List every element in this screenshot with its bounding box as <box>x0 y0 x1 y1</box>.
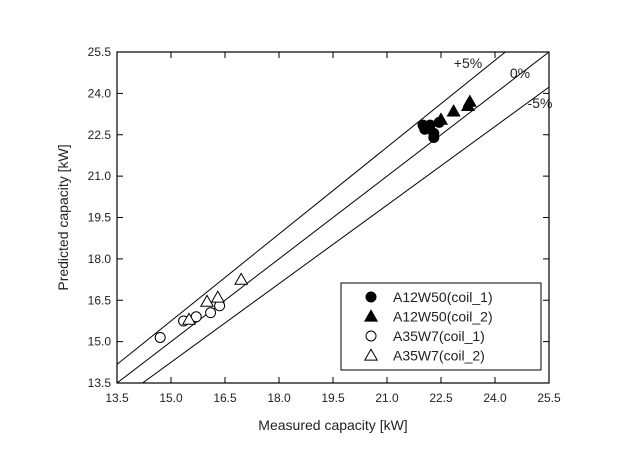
reference-line-label: -5% <box>528 95 553 111</box>
x-tick-label: 25.5 <box>537 391 561 405</box>
data-point <box>205 307 217 319</box>
legend-marker <box>363 348 379 361</box>
y-axis-title: Predicted capacity [kW] <box>55 144 71 290</box>
legend-label: A12W50(coil_1) <box>393 289 493 305</box>
data-point <box>199 294 215 307</box>
reference-lines <box>117 52 549 383</box>
series-1 <box>417 116 445 144</box>
x-tick-label: 16.5 <box>213 391 237 405</box>
legend-label: A35W7(coil_1) <box>393 328 485 344</box>
x-tick-label: 21.0 <box>375 391 399 405</box>
legend-label: A35W7(coil_2) <box>393 348 485 364</box>
data-point <box>446 104 461 117</box>
x-tick-label: 19.5 <box>321 391 345 405</box>
reference-line <box>117 52 549 383</box>
data-point <box>433 112 449 125</box>
y-tick-label: 15.0 <box>88 335 112 349</box>
y-tick-label: 13.5 <box>88 376 112 390</box>
y-tick-label: 22.5 <box>88 128 112 142</box>
data-point <box>234 272 249 285</box>
y-tick-label: 24.0 <box>88 86 112 100</box>
legend-marker <box>365 330 377 342</box>
y-tick-label: 21.0 <box>88 169 112 183</box>
y-tick-label: 25.5 <box>88 45 112 59</box>
series-4 <box>181 272 249 325</box>
data-point <box>210 290 225 303</box>
data-point <box>428 127 440 139</box>
legend-marker <box>365 291 377 303</box>
x-tick-label: 18.0 <box>267 391 291 405</box>
data-point <box>154 331 166 343</box>
x-tick-label: 22.5 <box>429 391 453 405</box>
y-tick-label: 19.5 <box>88 211 112 225</box>
reference-line-label: 0% <box>510 65 530 81</box>
reference-line <box>141 86 549 383</box>
legend: A12W50(coil_1) A12W50(coil_2) A35W7(coil_1… <box>340 282 542 371</box>
x-axis-title: Measured capacity [kW] <box>258 417 407 433</box>
legend-label: A12W50(coil_2) <box>393 309 493 325</box>
y-tick-label: 18.0 <box>88 252 112 266</box>
x-tick-label: 15.0 <box>159 391 183 405</box>
x-tick-label: 13.5 <box>105 391 129 405</box>
legend-marker <box>363 309 379 322</box>
series-3 <box>154 300 226 343</box>
y-tick-label: 16.5 <box>88 293 112 307</box>
series-2 <box>433 94 477 125</box>
reference-line-label: +5% <box>454 55 482 71</box>
data-point <box>462 94 477 107</box>
reference-line <box>117 52 507 365</box>
data-point <box>181 312 197 325</box>
x-tick-label: 24.0 <box>483 391 507 405</box>
